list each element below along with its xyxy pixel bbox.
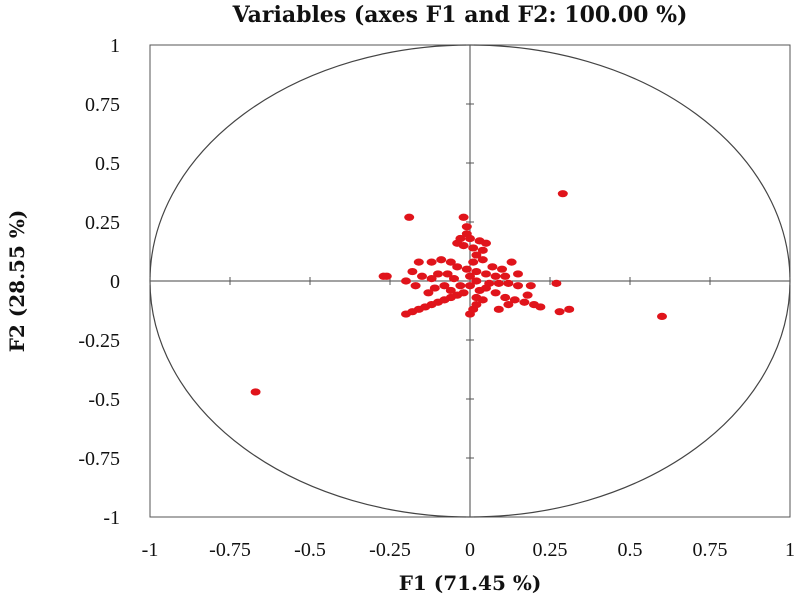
data-point bbox=[481, 270, 491, 278]
data-point bbox=[477, 246, 488, 254]
data-point bbox=[250, 388, 261, 396]
data-point bbox=[413, 258, 424, 266]
y-tick-labels: 1 0.75 0.5 0.25 0 -0.25 -0.5 -0.75 -1 bbox=[78, 35, 120, 529]
data-point bbox=[500, 272, 511, 280]
data-point bbox=[503, 279, 514, 287]
data-point bbox=[471, 267, 482, 276]
data-point bbox=[551, 279, 562, 287]
data-point bbox=[436, 256, 447, 264]
data-point bbox=[509, 296, 520, 304]
data-point bbox=[525, 282, 536, 290]
data-point bbox=[519, 298, 530, 306]
data-point bbox=[468, 258, 479, 266]
data-point bbox=[449, 275, 459, 283]
data-point bbox=[426, 258, 437, 266]
data-point bbox=[500, 293, 511, 302]
data-point bbox=[429, 284, 440, 292]
data-point bbox=[484, 279, 495, 287]
x-tick-label: 0.25 bbox=[533, 539, 568, 561]
data-point bbox=[493, 279, 504, 287]
data-point bbox=[442, 270, 453, 278]
data-point bbox=[404, 213, 415, 221]
data-point bbox=[439, 282, 450, 290]
data-points bbox=[250, 190, 667, 396]
x-tick-label: 0 bbox=[465, 539, 475, 561]
data-point bbox=[417, 272, 427, 280]
data-point bbox=[445, 286, 456, 295]
data-point bbox=[503, 301, 514, 309]
data-point bbox=[471, 277, 482, 285]
data-point bbox=[554, 308, 565, 316]
x-tick-label: -0.25 bbox=[369, 539, 411, 561]
data-point bbox=[455, 282, 466, 290]
y-tick-label: 0.75 bbox=[85, 94, 120, 116]
x-tick-label: -0.5 bbox=[294, 539, 326, 561]
x-tick-label: -0.75 bbox=[209, 539, 251, 561]
data-point bbox=[497, 265, 507, 273]
data-point bbox=[468, 244, 479, 252]
x-tick-label: 1 bbox=[785, 539, 795, 561]
y-tick-label: -0.75 bbox=[78, 448, 120, 470]
x-tick-label: -1 bbox=[142, 539, 159, 561]
x-tick-label: 0.5 bbox=[618, 539, 643, 561]
axis-ticks bbox=[149, 44, 791, 518]
y-tick-label: -1 bbox=[103, 507, 120, 529]
data-point bbox=[407, 267, 418, 276]
y-tick-label: 1 bbox=[110, 35, 120, 57]
data-point bbox=[410, 282, 421, 290]
data-point bbox=[522, 291, 533, 299]
x-tick-label: 0.75 bbox=[693, 539, 728, 561]
data-point bbox=[487, 263, 498, 271]
data-point bbox=[535, 303, 546, 311]
data-point bbox=[465, 282, 475, 290]
data-point bbox=[445, 258, 456, 266]
data-point bbox=[465, 234, 475, 243]
data-point bbox=[458, 242, 469, 250]
data-point bbox=[481, 239, 491, 247]
data-point bbox=[452, 263, 463, 271]
data-point bbox=[564, 305, 575, 313]
data-point bbox=[458, 213, 469, 221]
data-point bbox=[433, 270, 443, 278]
data-point bbox=[657, 312, 667, 320]
data-point bbox=[461, 265, 472, 273]
y-tick-label: 0.25 bbox=[85, 212, 120, 234]
x-axis-label: F1 (71.45 %) bbox=[399, 571, 542, 595]
data-point bbox=[490, 289, 501, 297]
data-point bbox=[465, 272, 475, 280]
data-point bbox=[378, 272, 389, 280]
y-tick-label: -0.25 bbox=[78, 330, 120, 352]
y-axis-label: F2 (28.55 %) bbox=[5, 210, 29, 353]
data-point bbox=[493, 305, 504, 313]
data-point bbox=[461, 223, 472, 231]
data-point bbox=[477, 256, 488, 264]
chart-title: Variables (axes F1 and F2: 100.00 %) bbox=[232, 2, 688, 28]
data-point bbox=[471, 251, 482, 259]
data-point bbox=[490, 272, 501, 280]
data-point bbox=[513, 270, 523, 278]
data-point bbox=[471, 301, 482, 309]
data-point bbox=[506, 258, 517, 266]
data-point bbox=[426, 275, 437, 283]
y-tick-label: 0.5 bbox=[95, 153, 120, 175]
data-point bbox=[477, 296, 488, 304]
data-point bbox=[423, 289, 434, 297]
data-point bbox=[513, 282, 523, 290]
x-tick-labels: -1 -0.75 -0.5 -0.25 0 0.25 0.5 0.75 1 bbox=[142, 539, 795, 561]
y-tick-label: 0 bbox=[110, 271, 120, 293]
y-tick-label: -0.5 bbox=[88, 389, 120, 411]
data-point bbox=[401, 277, 411, 285]
data-point bbox=[458, 289, 469, 297]
data-point bbox=[557, 190, 568, 198]
